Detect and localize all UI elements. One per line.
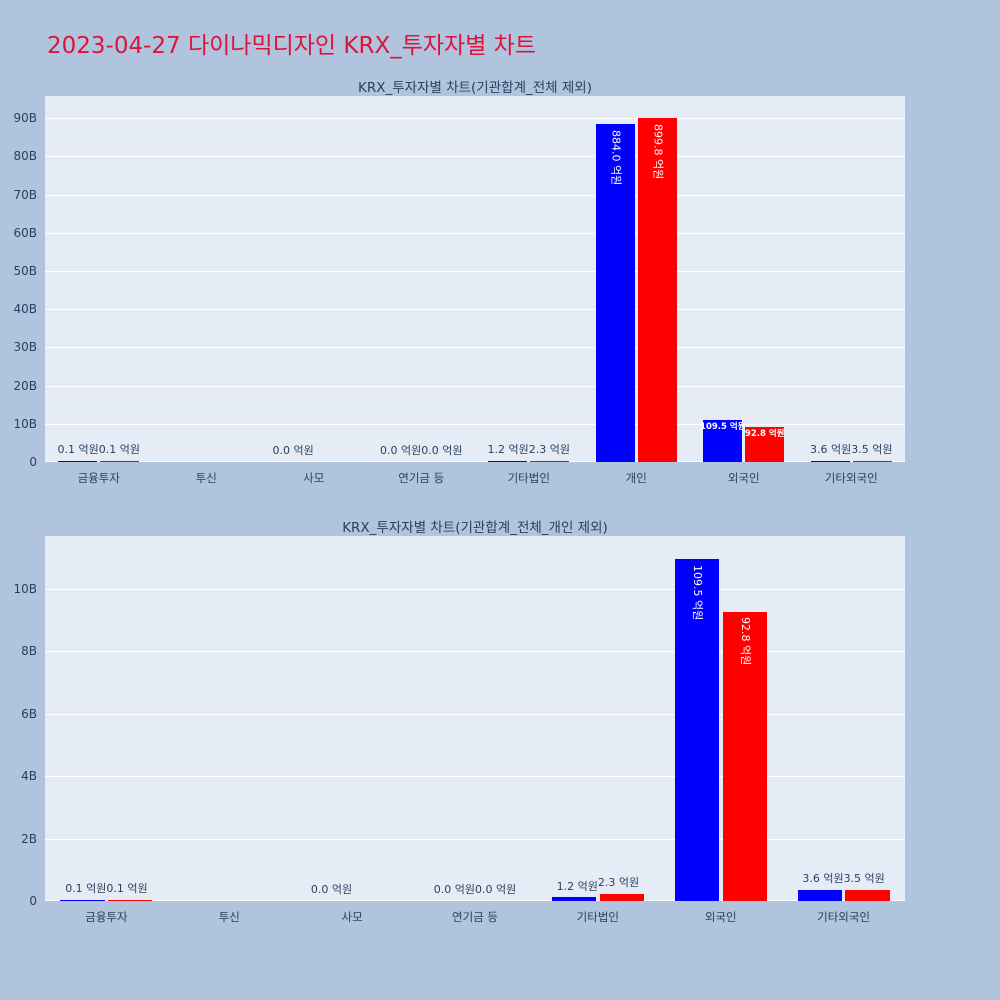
- bar-label: 1.2 억원: [487, 443, 529, 457]
- bar-label: 0.0 억원: [433, 883, 475, 897]
- bar-blue: [58, 460, 98, 462]
- y-tick-label: 0: [29, 894, 37, 908]
- bar-label: 2.3 억원: [528, 443, 570, 457]
- x-tick-label: 기타외국인: [817, 910, 871, 924]
- bar-label: 0.0 억원: [310, 883, 353, 897]
- bar-red: [100, 460, 140, 462]
- bar-blue: [810, 460, 850, 462]
- bar-blue: [703, 420, 743, 462]
- y-tick-label: 70B: [13, 187, 37, 202]
- bar-red: [530, 460, 570, 462]
- bar-red: [745, 426, 785, 462]
- x-tick-label: 개인: [625, 471, 647, 485]
- gridline: [45, 309, 905, 311]
- bar-label: 3.5 억원: [843, 872, 885, 886]
- y-tick-label: 10B: [13, 416, 37, 431]
- gridline: [45, 347, 905, 349]
- gridline: [45, 270, 905, 272]
- bar-blue: [674, 559, 719, 901]
- x-tick-label: 금융투자: [77, 471, 120, 485]
- bar-label: 3.6 억원: [810, 442, 852, 456]
- bar-label: 1.2 억원: [556, 879, 598, 893]
- x-tick-label: 기타법인: [507, 471, 550, 485]
- gridline: [45, 194, 905, 196]
- x-tick-label: 투신: [195, 471, 217, 485]
- x-tick-label: 투신: [218, 910, 240, 924]
- bar-red: [852, 460, 892, 462]
- y-tick-label: 6B: [21, 706, 37, 721]
- bar-red: [599, 893, 644, 901]
- x-tick-label: 외국인: [727, 471, 760, 485]
- gridline: [45, 232, 905, 234]
- x-tick-label: 연기금 등: [452, 910, 498, 924]
- bar-label: 0.1 억원: [65, 882, 107, 896]
- gridline: [45, 461, 905, 462]
- page-title: 2023-04-27 다이나믹디자인 KRX_투자자별 차트: [47, 33, 536, 59]
- bar-blue: [595, 124, 635, 462]
- y-tick-label: 30B: [13, 340, 37, 355]
- bar-label: 109.5 억원: [700, 422, 746, 433]
- bar-label: 3.5 억원: [851, 443, 893, 457]
- bar-label: 92.8 억원: [738, 617, 752, 666]
- gridline: [45, 651, 905, 653]
- bar-label: 109.5 억원: [691, 565, 705, 621]
- gridline: [45, 385, 905, 387]
- gridline: [45, 118, 905, 120]
- bar-label: 0.0 억원: [272, 444, 314, 458]
- y-tick-label: 80B: [13, 149, 37, 164]
- y-tick-label: 40B: [13, 302, 37, 317]
- gridline: [45, 713, 905, 715]
- bar-blue: [60, 899, 105, 901]
- y-tick-label: 90B: [13, 111, 37, 126]
- bar-label: 899.8 억원: [651, 124, 665, 180]
- bar-red: [722, 611, 767, 901]
- chart-top-title: KRX_투자자별 차트(기관합계_전체 제외): [358, 80, 592, 96]
- bar-label: 92.8 억원: [744, 428, 785, 439]
- bar-blue: [797, 889, 842, 901]
- gridline: [45, 589, 905, 591]
- bar-label: 884.0 억원: [609, 130, 623, 186]
- bar-red: [108, 899, 153, 901]
- bar-label: 3.6 억원: [802, 872, 844, 886]
- bar-red: [637, 118, 677, 462]
- chart-top-plot: 0 10B 20B 30B 40B 50B 60B 70B 80B 90B 금융투자 0.1 억원 0.…: [13, 96, 905, 485]
- bar-blue: [488, 460, 528, 462]
- bar-label: 0.0 억원: [475, 883, 517, 897]
- gridline: [45, 776, 905, 778]
- bar-label: 0.1 억원: [106, 882, 148, 896]
- y-tick-label: 8B: [21, 644, 37, 659]
- y-tick-label: 2B: [21, 831, 37, 846]
- bar-label: 2.3 억원: [597, 876, 640, 890]
- chart-bottom-title: KRX_투자자별 차트(기관합계_전체_개인 제외): [342, 520, 608, 536]
- x-tick-label: 외국인: [704, 910, 737, 924]
- bar-label: 0.0 억원: [421, 444, 463, 458]
- bar-label: 0.1 억원: [57, 443, 99, 457]
- y-tick-label: 10B: [13, 582, 37, 597]
- gridline: [45, 838, 905, 840]
- y-tick-label: 50B: [13, 263, 37, 278]
- bar-red: [845, 890, 890, 901]
- gridline: [45, 900, 905, 901]
- x-tick-label: 금융투자: [85, 910, 128, 924]
- y-tick-label: 4B: [21, 769, 37, 784]
- x-tick-label: 기타법인: [576, 910, 620, 924]
- x-tick-label: 기타외국인: [824, 471, 878, 485]
- y-tick-label: 20B: [13, 378, 37, 393]
- y-tick-label: 60B: [13, 225, 37, 240]
- x-tick-label: 사모: [341, 910, 363, 924]
- x-tick-label: 사모: [303, 471, 325, 485]
- y-tick-label: 0: [29, 455, 37, 469]
- bar-label: 0.0 억원: [380, 444, 422, 458]
- bar-blue: [551, 897, 596, 901]
- gridline: [45, 423, 905, 425]
- bar-label: 0.1 억원: [98, 443, 140, 457]
- x-tick-label: 연기금 등: [398, 471, 445, 485]
- gridline: [45, 156, 905, 158]
